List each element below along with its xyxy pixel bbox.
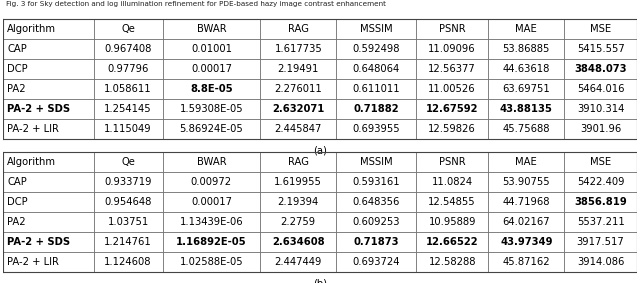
Text: Qe: Qe xyxy=(121,157,135,167)
Text: 1.214761: 1.214761 xyxy=(104,237,152,247)
Text: 2.634608: 2.634608 xyxy=(272,237,324,247)
Text: 45.87162: 45.87162 xyxy=(502,257,550,267)
Text: PSNR: PSNR xyxy=(439,157,465,167)
Text: BWAR: BWAR xyxy=(196,24,226,34)
Text: 0.00972: 0.00972 xyxy=(191,177,232,187)
Text: 0.693724: 0.693724 xyxy=(353,257,400,267)
Text: CAP: CAP xyxy=(7,177,27,187)
Text: 3856.819: 3856.819 xyxy=(574,197,627,207)
Text: 1.619955: 1.619955 xyxy=(275,177,322,187)
Text: PA2: PA2 xyxy=(7,217,26,227)
Text: 1.115049: 1.115049 xyxy=(104,124,152,134)
Text: 2.276011: 2.276011 xyxy=(275,84,322,94)
Text: RAG: RAG xyxy=(288,157,308,167)
Text: 3917.517: 3917.517 xyxy=(577,237,625,247)
Text: 1.59308E-05: 1.59308E-05 xyxy=(180,104,243,114)
Text: DCP: DCP xyxy=(7,197,28,207)
Text: 8.8E-05: 8.8E-05 xyxy=(190,84,233,94)
Text: 0.609253: 0.609253 xyxy=(353,217,400,227)
Text: 2.2759: 2.2759 xyxy=(281,217,316,227)
Text: 2.447449: 2.447449 xyxy=(275,257,322,267)
Text: 0.954648: 0.954648 xyxy=(104,197,152,207)
Text: 0.71873: 0.71873 xyxy=(353,237,399,247)
Text: 2.632071: 2.632071 xyxy=(272,104,324,114)
Text: 1.254145: 1.254145 xyxy=(104,104,152,114)
Text: PA-2 + SDS: PA-2 + SDS xyxy=(7,104,70,114)
Text: 2.19394: 2.19394 xyxy=(278,197,319,207)
Text: 45.75688: 45.75688 xyxy=(502,124,550,134)
Text: 44.71968: 44.71968 xyxy=(502,197,550,207)
Text: 1.02588E-05: 1.02588E-05 xyxy=(180,257,243,267)
Text: PA-2 + LIR: PA-2 + LIR xyxy=(7,124,59,134)
Text: 53.86885: 53.86885 xyxy=(502,44,550,54)
Text: MAE: MAE xyxy=(515,157,537,167)
Text: 5537.211: 5537.211 xyxy=(577,217,625,227)
Text: PSNR: PSNR xyxy=(439,24,465,34)
Text: (b): (b) xyxy=(313,278,327,283)
Text: 2.19491: 2.19491 xyxy=(278,64,319,74)
Text: 11.00526: 11.00526 xyxy=(428,84,476,94)
Text: Algorithm: Algorithm xyxy=(7,24,56,34)
Text: 12.59826: 12.59826 xyxy=(428,124,476,134)
Text: RAG: RAG xyxy=(288,24,308,34)
Text: 44.63618: 44.63618 xyxy=(502,64,550,74)
Text: PA-2 + SDS: PA-2 + SDS xyxy=(7,237,70,247)
Text: DCP: DCP xyxy=(7,64,28,74)
Text: 64.02167: 64.02167 xyxy=(502,217,550,227)
Text: MSE: MSE xyxy=(590,157,611,167)
Text: Fig. 3 for Sky detection and log illumination refinement for PDE-based hazy imag: Fig. 3 for Sky detection and log illumin… xyxy=(6,1,387,7)
Text: MSE: MSE xyxy=(590,24,611,34)
Text: CAP: CAP xyxy=(7,44,27,54)
Text: 0.967408: 0.967408 xyxy=(104,44,152,54)
Text: Algorithm: Algorithm xyxy=(7,157,56,167)
Text: 3901.96: 3901.96 xyxy=(580,124,621,134)
Text: 0.611011: 0.611011 xyxy=(352,84,400,94)
Text: 43.88135: 43.88135 xyxy=(500,104,553,114)
Text: MSSIM: MSSIM xyxy=(360,157,392,167)
Text: 63.69751: 63.69751 xyxy=(502,84,550,94)
Text: 2.445847: 2.445847 xyxy=(275,124,322,134)
Text: 0.71882: 0.71882 xyxy=(353,104,399,114)
Text: 5.86924E-05: 5.86924E-05 xyxy=(179,124,243,134)
Text: PA2: PA2 xyxy=(7,84,26,94)
Text: 0.01001: 0.01001 xyxy=(191,44,232,54)
Text: 5422.409: 5422.409 xyxy=(577,177,625,187)
Text: 12.66522: 12.66522 xyxy=(426,237,479,247)
Text: 1.617735: 1.617735 xyxy=(275,44,322,54)
Text: Qe: Qe xyxy=(121,24,135,34)
Text: 0.593161: 0.593161 xyxy=(352,177,400,187)
Text: 12.56377: 12.56377 xyxy=(428,64,476,74)
Text: 3914.086: 3914.086 xyxy=(577,257,624,267)
Text: 5464.016: 5464.016 xyxy=(577,84,625,94)
Text: 0.97796: 0.97796 xyxy=(108,64,148,74)
Text: (a): (a) xyxy=(313,145,327,155)
Text: 0.933719: 0.933719 xyxy=(104,177,152,187)
Text: 11.09096: 11.09096 xyxy=(428,44,476,54)
Text: 12.67592: 12.67592 xyxy=(426,104,479,114)
Text: 11.0824: 11.0824 xyxy=(431,177,473,187)
Text: 10.95889: 10.95889 xyxy=(428,217,476,227)
Text: 3910.314: 3910.314 xyxy=(577,104,624,114)
Text: PA-2 + LIR: PA-2 + LIR xyxy=(7,257,59,267)
Text: BWAR: BWAR xyxy=(196,157,226,167)
Text: MSSIM: MSSIM xyxy=(360,24,392,34)
Text: 0.648356: 0.648356 xyxy=(353,197,400,207)
Text: 1.13439E-06: 1.13439E-06 xyxy=(180,217,243,227)
Text: 43.97349: 43.97349 xyxy=(500,237,552,247)
Text: 0.592498: 0.592498 xyxy=(353,44,400,54)
Text: MAE: MAE xyxy=(515,24,537,34)
Text: 1.03751: 1.03751 xyxy=(108,217,148,227)
Text: 1.058611: 1.058611 xyxy=(104,84,152,94)
Text: 3848.073: 3848.073 xyxy=(574,64,627,74)
Text: 0.648064: 0.648064 xyxy=(353,64,400,74)
Text: 53.90755: 53.90755 xyxy=(502,177,550,187)
Text: 0.693955: 0.693955 xyxy=(352,124,400,134)
Text: 1.16892E-05: 1.16892E-05 xyxy=(176,237,246,247)
Text: 0.00017: 0.00017 xyxy=(191,64,232,74)
Text: 0.00017: 0.00017 xyxy=(191,197,232,207)
Text: 5415.557: 5415.557 xyxy=(577,44,625,54)
Text: 12.54855: 12.54855 xyxy=(428,197,476,207)
Text: 12.58288: 12.58288 xyxy=(428,257,476,267)
Text: 1.124608: 1.124608 xyxy=(104,257,152,267)
